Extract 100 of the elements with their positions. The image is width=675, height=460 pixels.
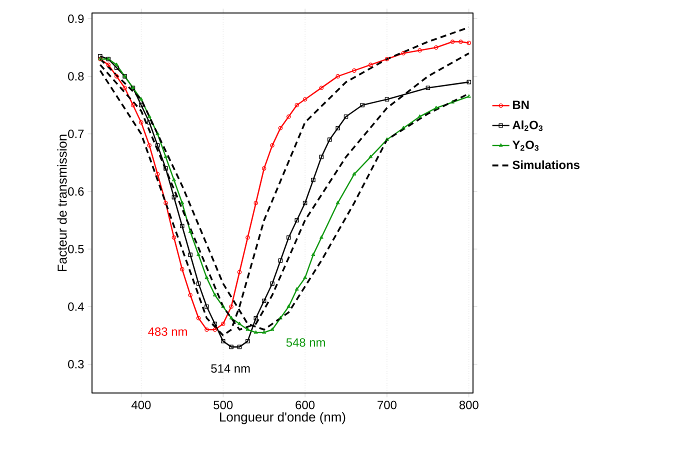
point [278,258,283,263]
point [270,143,274,148]
point [246,328,250,331]
point [229,344,234,350]
point [220,322,226,326]
point [360,102,365,108]
point [319,86,324,90]
point [270,328,274,331]
point [327,138,332,142]
point [426,86,430,90]
point [254,200,258,206]
point [384,97,390,102]
point [212,322,218,326]
annotation: 483 nm [148,327,187,336]
point [238,322,242,326]
point [368,154,372,158]
point [311,252,316,256]
text: Al$_{2}$O$_{3}$ [512,120,543,132]
point [458,40,463,44]
point [294,218,299,222]
point [270,281,274,286]
x-tick-label: 700 [378,400,396,410]
point [164,166,168,171]
point [188,292,192,298]
point [320,235,324,239]
y-tick-label: 0.4 [68,302,84,311]
x-tick-label: 600 [296,400,315,410]
point [221,304,226,308]
x-axis-title: Longueur d'onde (nm) [220,412,346,424]
point [196,252,200,256]
point [286,304,291,308]
point [106,62,111,67]
point [246,339,250,344]
point [213,292,217,296]
point [278,316,282,320]
point [147,120,152,125]
point [188,230,192,234]
point [139,120,144,125]
point [384,56,390,62]
point [246,235,250,240]
point [156,132,160,136]
point [130,102,136,108]
point [147,114,152,118]
point [262,330,266,334]
point [352,172,356,176]
x-tick-label: 800 [459,400,478,410]
legend-label: Simulations [512,160,580,170]
y-tick-label: 0.6 [68,187,84,196]
point [302,97,308,102]
point [254,330,258,334]
point [180,267,184,272]
point [237,270,242,274]
y-tick-label: 0.5 [68,244,84,254]
point [237,344,242,350]
point [262,166,266,171]
point [164,154,168,158]
point [139,102,144,108]
point [401,51,406,56]
annotation: 514 nm [211,364,250,373]
point [229,316,234,320]
point [196,281,201,286]
point [172,178,176,182]
point [155,172,160,176]
point [278,126,283,130]
point [180,224,184,228]
point [336,200,340,204]
x-tick-label: 400 [131,400,151,410]
point [254,316,258,320]
point [311,178,316,182]
point [204,276,209,280]
point [418,48,422,53]
y-tick-label: 0.9 [68,14,84,23]
point [319,154,324,160]
point [180,200,184,204]
point [434,106,438,110]
legend-label: BN [513,100,529,109]
point [385,138,389,141]
point [155,143,160,148]
point [450,40,455,44]
point [352,68,356,73]
point [229,304,234,309]
point [450,100,454,104]
point [294,287,299,291]
point [172,195,176,200]
point [147,143,152,148]
point [220,339,226,344]
y-axis-title: Facteur de transmission [57,134,67,272]
point [294,102,299,108]
point [336,74,340,78]
point [302,200,308,206]
y-tick-label: 0.8 [68,72,84,81]
point [204,328,209,332]
point [303,276,307,280]
point [286,235,291,240]
point [139,97,144,101]
x-tick-label: 500 [214,400,233,410]
point [122,86,127,90]
point [164,200,168,206]
annotation: 548 nm [286,338,325,347]
y-tick-label: 0.3 [68,360,84,368]
